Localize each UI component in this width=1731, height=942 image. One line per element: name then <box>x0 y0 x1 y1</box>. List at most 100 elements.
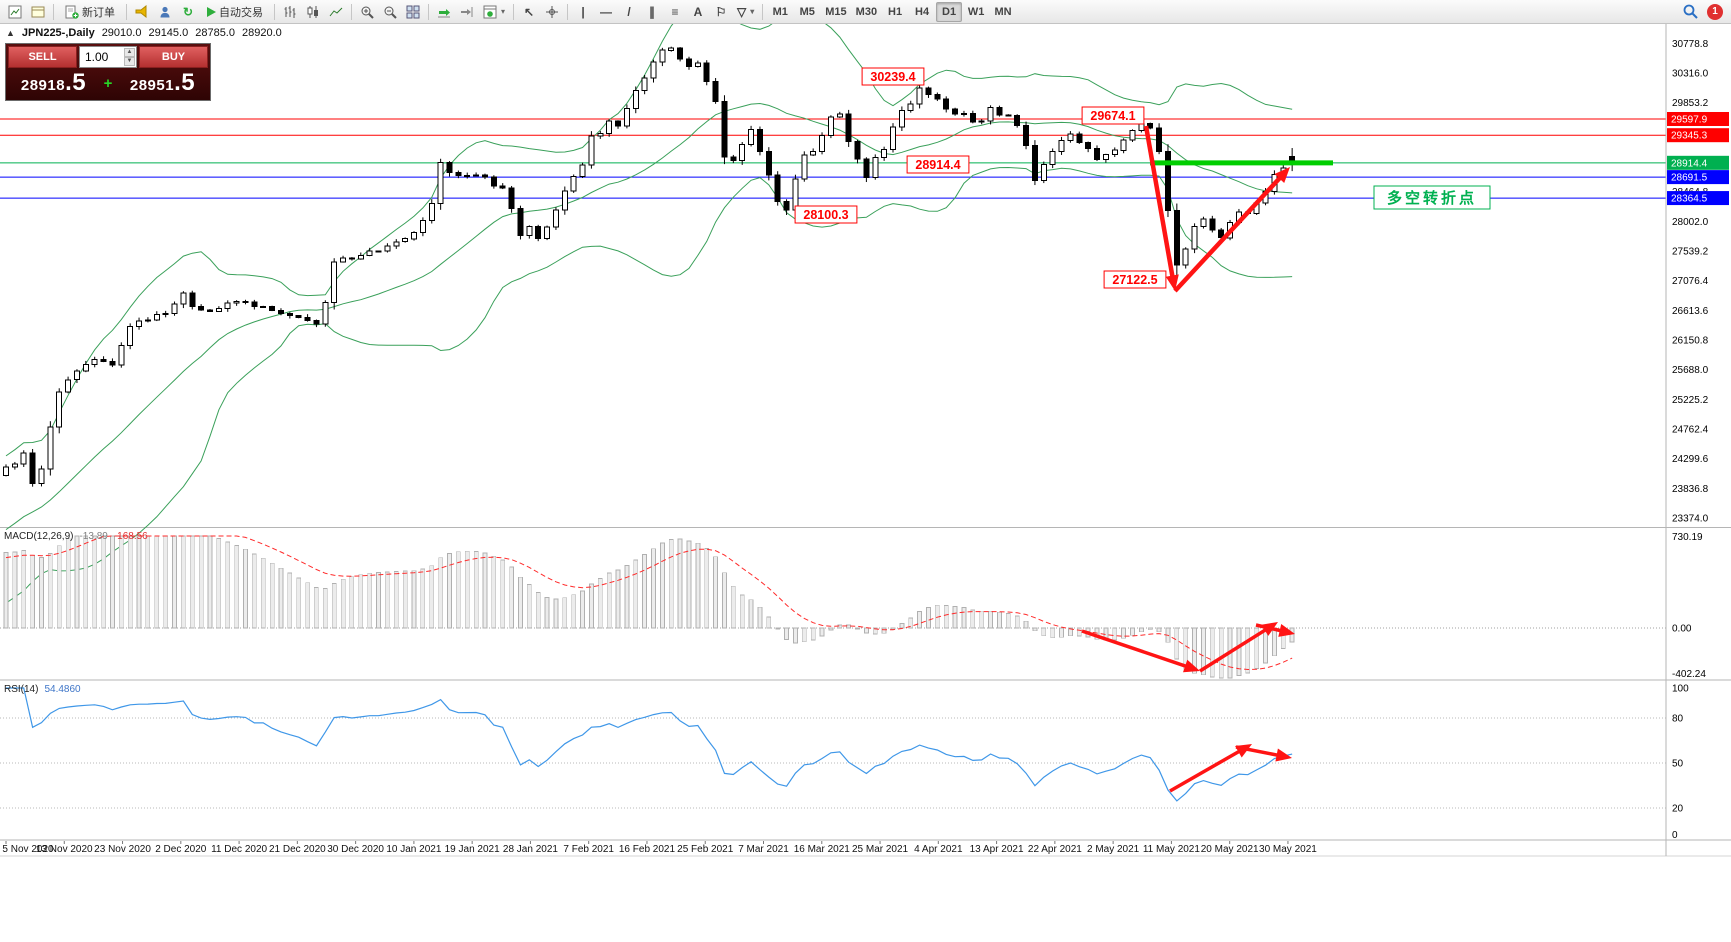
svg-text:19 Jan 2021: 19 Jan 2021 <box>445 844 500 855</box>
svg-text:26150.8: 26150.8 <box>1672 335 1709 346</box>
shapes-icon[interactable]: ▽ ▾ <box>737 4 755 19</box>
bar-chart-icon[interactable] <box>279 2 301 22</box>
sell-button[interactable]: SELL <box>8 46 77 68</box>
svg-text:24299.6: 24299.6 <box>1672 454 1709 465</box>
svg-text:29345.3: 29345.3 <box>1671 131 1708 142</box>
volume-up-button[interactable]: ▲ <box>124 48 135 57</box>
sell-price-button[interactable]: 28918.5 <box>8 69 99 97</box>
horizontal-line-icon[interactable]: — <box>600 4 613 19</box>
svg-text:29674.1: 29674.1 <box>1090 109 1135 123</box>
svg-text:多空转折点: 多空转折点 <box>1387 189 1477 207</box>
timeframe-m1[interactable]: M1 <box>772 5 788 18</box>
chart-shift-icon[interactable] <box>456 2 478 22</box>
one-click-trading-panel: SELL 1.00 ▲ ▼ BUY 28918.5 + 28951.5 <box>5 43 211 101</box>
auto-scroll-icon[interactable] <box>433 2 455 22</box>
macd-label: MACD(12,26,9) -13.89 -168.56 <box>4 531 148 542</box>
svg-text:30239.4: 30239.4 <box>870 70 915 84</box>
new-order-icon <box>65 5 79 19</box>
one-click-panel-toggle[interactable]: ▲ <box>6 28 15 38</box>
svg-text:27076.4: 27076.4 <box>1672 276 1709 287</box>
timeframe-m5[interactable]: M5 <box>799 5 815 18</box>
ohlc-low: 28785.0 <box>195 27 235 39</box>
label-tool-icon[interactable]: ⚐ <box>715 4 727 19</box>
volume-down-button[interactable]: ▼ <box>124 57 135 66</box>
svg-text:7 Mar 2021: 7 Mar 2021 <box>738 844 789 855</box>
buy-price-button[interactable]: 28951.5 <box>117 69 208 97</box>
notification-badge[interactable]: 1 <box>1707 3 1723 20</box>
toolbar-separator <box>274 3 275 20</box>
svg-text:30 Dec 2020: 30 Dec 2020 <box>327 844 384 855</box>
expand-panel-icon[interactable]: + <box>103 74 113 92</box>
svg-text:23374.0: 23374.0 <box>1672 513 1709 524</box>
zoom-in-icon[interactable] <box>356 2 378 22</box>
cursor-icon[interactable]: ↖ <box>523 4 535 19</box>
search-icon[interactable] <box>1679 2 1702 22</box>
candlestick-chart-icon[interactable] <box>302 2 324 22</box>
svg-text:30 May 2021: 30 May 2021 <box>1259 844 1317 855</box>
alerts-icon[interactable] <box>131 2 153 22</box>
accounts-icon[interactable] <box>154 2 176 22</box>
timeframe-w1[interactable]: W1 <box>967 5 985 18</box>
svg-text:5 Nov 2020: 5 Nov 2020 <box>2 844 54 855</box>
timeframe-m30[interactable]: M30 <box>855 5 878 18</box>
new-order-button[interactable]: 新订单 <box>58 2 122 22</box>
svg-text:29853.2: 29853.2 <box>1672 98 1709 109</box>
symbol-name: JPN225-,Daily <box>21 27 95 39</box>
volume-field[interactable]: 1.00 ▲ ▼ <box>79 46 137 68</box>
svg-text:13 Apr 2021: 13 Apr 2021 <box>970 844 1024 855</box>
svg-text:30778.8: 30778.8 <box>1672 39 1709 50</box>
volume-spinner: ▲ ▼ <box>124 47 135 67</box>
autotrading-play-icon <box>207 6 216 17</box>
timeframe-m15[interactable]: M15 <box>825 5 847 18</box>
fibonacci-icon[interactable]: ≡ <box>671 4 679 19</box>
timeframe-mn[interactable]: MN <box>994 5 1012 18</box>
svg-text:4 Apr 2021: 4 Apr 2021 <box>914 844 963 855</box>
timeframe-h1[interactable]: H1 <box>888 5 903 18</box>
indicators-icon[interactable]: ▾ <box>479 2 509 22</box>
autotrading-label: 自动交易 <box>219 6 263 19</box>
svg-text:80: 80 <box>1672 714 1684 725</box>
svg-text:28 Jan 2021: 28 Jan 2021 <box>503 844 558 855</box>
chart-symbol-label: ▲ JPN225-,Daily 29010.0 29145.0 28785.0 … <box>6 27 282 39</box>
svg-text:27539.2: 27539.2 <box>1672 246 1709 257</box>
svg-text:25688.0: 25688.0 <box>1672 365 1709 376</box>
svg-text:7 Feb 2021: 7 Feb 2021 <box>563 844 614 855</box>
svg-text:23836.8: 23836.8 <box>1672 484 1709 495</box>
ohlc-open: 29010.0 <box>101 27 142 39</box>
svg-text:22 Apr 2021: 22 Apr 2021 <box>1028 844 1082 855</box>
crosshair-icon[interactable] <box>541 2 563 22</box>
svg-text:-402.24: -402.24 <box>1672 669 1706 680</box>
zoom-out-icon[interactable] <box>379 2 401 22</box>
svg-text:28364.5: 28364.5 <box>1671 194 1708 205</box>
svg-text:28002.0: 28002.0 <box>1672 217 1709 228</box>
svg-text:13 Nov 2020: 13 Nov 2020 <box>36 844 93 855</box>
refresh-icon[interactable]: ↻ <box>182 4 194 19</box>
svg-text:11 May 2021: 11 May 2021 <box>1143 844 1201 855</box>
equidistant-channel-icon[interactable]: ∥ <box>649 4 656 19</box>
line-chart-icon[interactable] <box>325 2 347 22</box>
timeframe-group: M1 M5 M15 M30 H1 H4 D1 W1 MN <box>767 1 1016 22</box>
vertical-line-icon[interactable]: | <box>581 4 585 19</box>
autotrading-button[interactable]: 自动交易 <box>200 2 270 22</box>
toolbar: 新订单 ↻ 自动交易 ▾ ↖ | — <box>0 0 1731 24</box>
svg-text:27122.5: 27122.5 <box>1112 273 1157 287</box>
svg-text:2 Dec 2020: 2 Dec 2020 <box>155 844 207 855</box>
toolbar-separator <box>428 3 429 20</box>
timeframe-d1[interactable]: D1 <box>936 1 963 22</box>
svg-text:10 Jan 2021: 10 Jan 2021 <box>386 844 441 855</box>
profiles-icon[interactable] <box>27 2 49 22</box>
trendline-icon[interactable]: / <box>627 4 631 19</box>
buy-button[interactable]: BUY <box>139 46 208 68</box>
sell-price-frac: .5 <box>65 69 87 96</box>
svg-text:28100.3: 28100.3 <box>803 208 848 222</box>
timeframe-h4[interactable]: H4 <box>915 5 930 18</box>
svg-text:16 Feb 2021: 16 Feb 2021 <box>619 844 676 855</box>
svg-text:0: 0 <box>1672 830 1678 841</box>
svg-text:0.00: 0.00 <box>1672 624 1692 635</box>
tile-windows-icon[interactable] <box>402 2 424 22</box>
chart-window-icon[interactable] <box>4 2 26 22</box>
svg-text:29597.9: 29597.9 <box>1671 114 1708 125</box>
text-tool-icon[interactable]: A <box>693 4 703 19</box>
toolbar-separator <box>567 3 569 20</box>
